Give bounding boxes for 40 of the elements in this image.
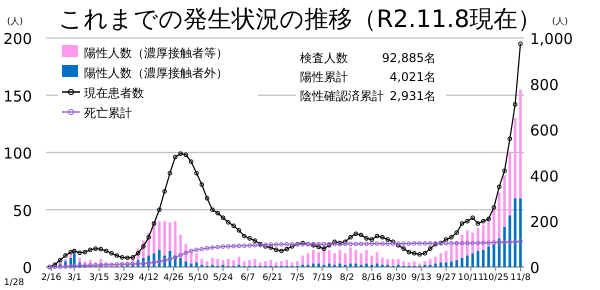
x-tick-label: 3/29 (114, 273, 134, 283)
annotation: 陰性確認済累計 2,931名 (300, 89, 436, 103)
y2-tick-label: 600 (530, 122, 559, 140)
x-tick-label: 7/19 (312, 273, 333, 283)
y-tick-label: 200 (3, 30, 32, 48)
x-tick-label: 4/26 (163, 273, 184, 283)
x-tick-label: 8/30 (386, 273, 407, 283)
chart-title: これまでの発生状況の推移（R2.11.8現在） (58, 5, 542, 33)
y2-tick-label: 200 (530, 213, 559, 232)
x-tick-label: 5/10 (188, 273, 209, 283)
y-tick-label: 0 (22, 259, 32, 277)
x-tick-label: 9/13 (411, 273, 432, 283)
x-tick-label: 10/25 (482, 273, 509, 283)
x-tick-label: 3/1 (67, 273, 82, 283)
legend-label: 陽性人数（濃厚接触者外） (84, 66, 228, 80)
x-tick-label: 7/5 (290, 273, 305, 283)
y-tick-label: 100 (3, 144, 32, 162)
y-tick-label: 50 (12, 202, 32, 220)
x-tick-label: 6/21 (262, 273, 283, 283)
y2-tick-label: 0 (530, 259, 540, 277)
x-tick-label: 9/27 (436, 273, 456, 283)
text: 1/28 (4, 278, 24, 288)
y2-tick-label: 800 (530, 76, 559, 94)
x-tick-label: 6/7 (240, 273, 256, 283)
y2-tick-label: 400 (530, 167, 559, 186)
x-tick-label: 5/24 (212, 273, 234, 283)
y2-axis-title: (人) (552, 16, 568, 27)
x-tick-label: 4/12 (138, 273, 159, 283)
x-tick-label: 3/15 (89, 273, 110, 283)
x-tick-label: 10/11 (458, 273, 484, 283)
x-tick-label: 2/16 (41, 273, 62, 283)
legend-label: 死亡累計 (84, 106, 132, 120)
y-tick-label: 150 (3, 87, 32, 106)
legend-label: 陽性人数（濃厚接触者等） (84, 46, 228, 60)
y-axis-title: (人) (6, 16, 24, 27)
x-tick-label: 11/8 (510, 273, 531, 283)
y2-tick-label: 1,000 (530, 30, 573, 48)
x-tick-label: 8/16 (362, 273, 382, 283)
x-tick-label: 8/2 (340, 273, 354, 283)
legend-label: 現在患者数 (84, 86, 144, 100)
